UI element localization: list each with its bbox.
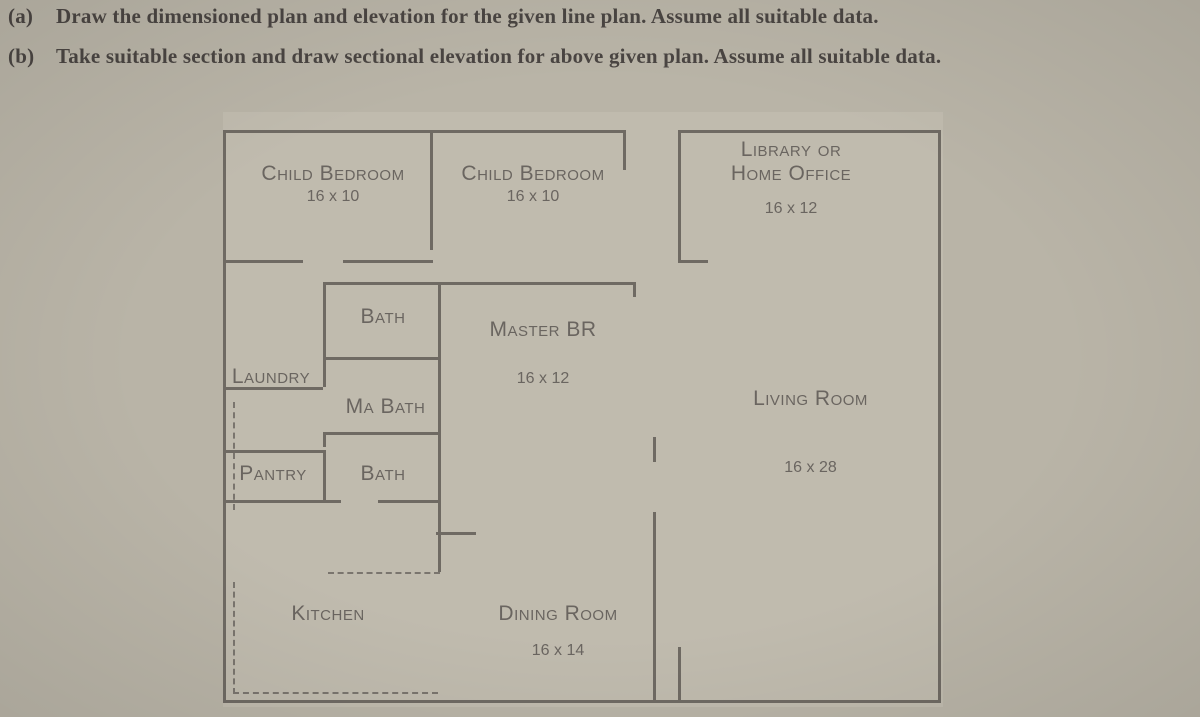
wall-segment: [223, 130, 623, 133]
room-master-bath: Ma Bath: [328, 395, 443, 419]
room-child-bedroom-1: Child Bedroom 16 x 10: [238, 162, 428, 206]
wall-segment: [678, 130, 681, 260]
wall-segment: [323, 282, 438, 285]
room-name-line2: Home Office: [691, 162, 891, 186]
wall-segment: [223, 500, 341, 503]
wall-segment: [323, 357, 441, 360]
qb-text: Take suitable section and draw sectional…: [56, 44, 941, 68]
wall-segment: [678, 260, 708, 263]
question-b-label: (b): [8, 44, 34, 69]
wall-segment: [343, 260, 433, 263]
dashed-line: [233, 692, 438, 694]
wall-segment: [438, 282, 441, 532]
room-pantry: Pantry: [223, 462, 323, 486]
wall-segment: [378, 500, 441, 503]
wall-segment: [438, 282, 633, 285]
room-name: Ma Bath: [328, 395, 443, 419]
room-dim: 16 x 10: [238, 188, 428, 206]
room-name: Bath: [333, 305, 433, 329]
room-name: Pantry: [223, 462, 323, 486]
wall-segment: [438, 532, 441, 572]
dashed-line: [233, 402, 235, 510]
room-dim: 16 x 10: [438, 188, 628, 206]
wall-segment: [223, 450, 323, 453]
wall-segment: [653, 512, 656, 702]
room-bath-lower: Bath: [333, 462, 433, 486]
wall-segment: [323, 282, 326, 387]
room-child-bedroom-2: Child Bedroom 16 x 10: [438, 162, 628, 206]
room-dining-room: Dining Room 16 x 14: [458, 602, 658, 660]
room-bath-upper: Bath: [333, 305, 433, 329]
wall-segment: [653, 437, 656, 462]
dashed-line: [328, 572, 440, 574]
wall-segment: [223, 700, 941, 703]
room-living-room: Living Room 16 x 28: [688, 387, 933, 477]
wall-segment: [223, 130, 226, 702]
room-dim: 16 x 28: [688, 459, 933, 477]
room-name: Child Bedroom: [238, 162, 428, 186]
room-name: Kitchen: [243, 602, 413, 626]
question-b-text: Take suitable section and draw sectional…: [56, 44, 941, 69]
wall-segment: [223, 387, 323, 390]
wall-segment: [678, 130, 938, 133]
room-dim: 16 x 12: [691, 200, 891, 218]
room-laundry: Laundry: [221, 365, 321, 389]
room-name: Dining Room: [458, 602, 658, 626]
question-a-text: Draw the dimensioned plan and elevation …: [56, 4, 879, 29]
wall-segment: [323, 450, 326, 500]
room-library: Library or Home Office 16 x 12: [691, 138, 891, 218]
room-master-bedroom: Master BR 16 x 12: [448, 318, 638, 388]
wall-segment: [323, 432, 326, 447]
floor-plan: Child Bedroom 16 x 10 Child Bedroom 16 x…: [223, 112, 943, 707]
wall-segment: [633, 282, 636, 297]
dashed-line: [233, 582, 235, 694]
wall-segment: [223, 260, 303, 263]
wall-segment: [436, 532, 476, 535]
qa-label: (a): [8, 4, 33, 28]
question-a-label: (a): [8, 4, 33, 29]
room-dim: 16 x 12: [448, 370, 638, 388]
room-dim: 16 x 14: [458, 642, 658, 660]
qa-text: Draw the dimensioned plan and elevation …: [56, 4, 879, 28]
wall-segment: [938, 130, 941, 702]
wall-segment: [323, 432, 441, 435]
wall-segment: [623, 130, 626, 170]
room-name: Bath: [333, 462, 433, 486]
wall-segment: [430, 130, 433, 250]
wall-segment: [678, 647, 681, 702]
room-kitchen: Kitchen: [243, 602, 413, 626]
room-name-line1: Library or: [691, 138, 891, 162]
room-name: Laundry: [221, 365, 321, 389]
qb-label: (b): [8, 44, 34, 68]
room-name: Child Bedroom: [438, 162, 628, 186]
room-name: Master BR: [448, 318, 638, 342]
room-name: Living Room: [688, 387, 933, 411]
